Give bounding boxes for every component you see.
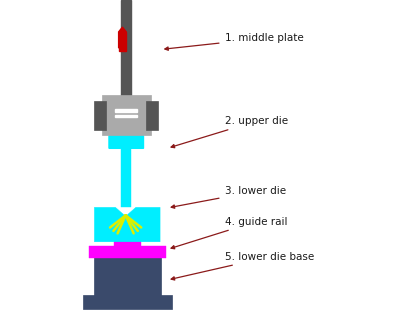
- Bar: [94, 101, 107, 130]
- Bar: [121, 144, 131, 207]
- Text: 4. guide rail: 4. guide rail: [171, 217, 287, 249]
- Bar: [115, 115, 137, 117]
- Bar: [102, 95, 150, 135]
- Bar: [121, 0, 131, 96]
- Bar: [82, 295, 172, 309]
- Bar: [115, 109, 137, 112]
- Polygon shape: [94, 207, 160, 242]
- Polygon shape: [109, 136, 121, 148]
- Bar: [94, 257, 161, 297]
- Text: 2. upper die: 2. upper die: [171, 116, 288, 148]
- Bar: [119, 32, 126, 51]
- Bar: [146, 101, 158, 130]
- Bar: [89, 246, 166, 258]
- Bar: [113, 241, 140, 246]
- Polygon shape: [119, 27, 126, 48]
- Bar: [109, 135, 144, 148]
- Polygon shape: [131, 136, 144, 148]
- Text: 1. middle plate: 1. middle plate: [165, 33, 303, 50]
- Text: 3. lower die: 3. lower die: [171, 186, 286, 208]
- Text: 5. lower die base: 5. lower die base: [171, 252, 314, 280]
